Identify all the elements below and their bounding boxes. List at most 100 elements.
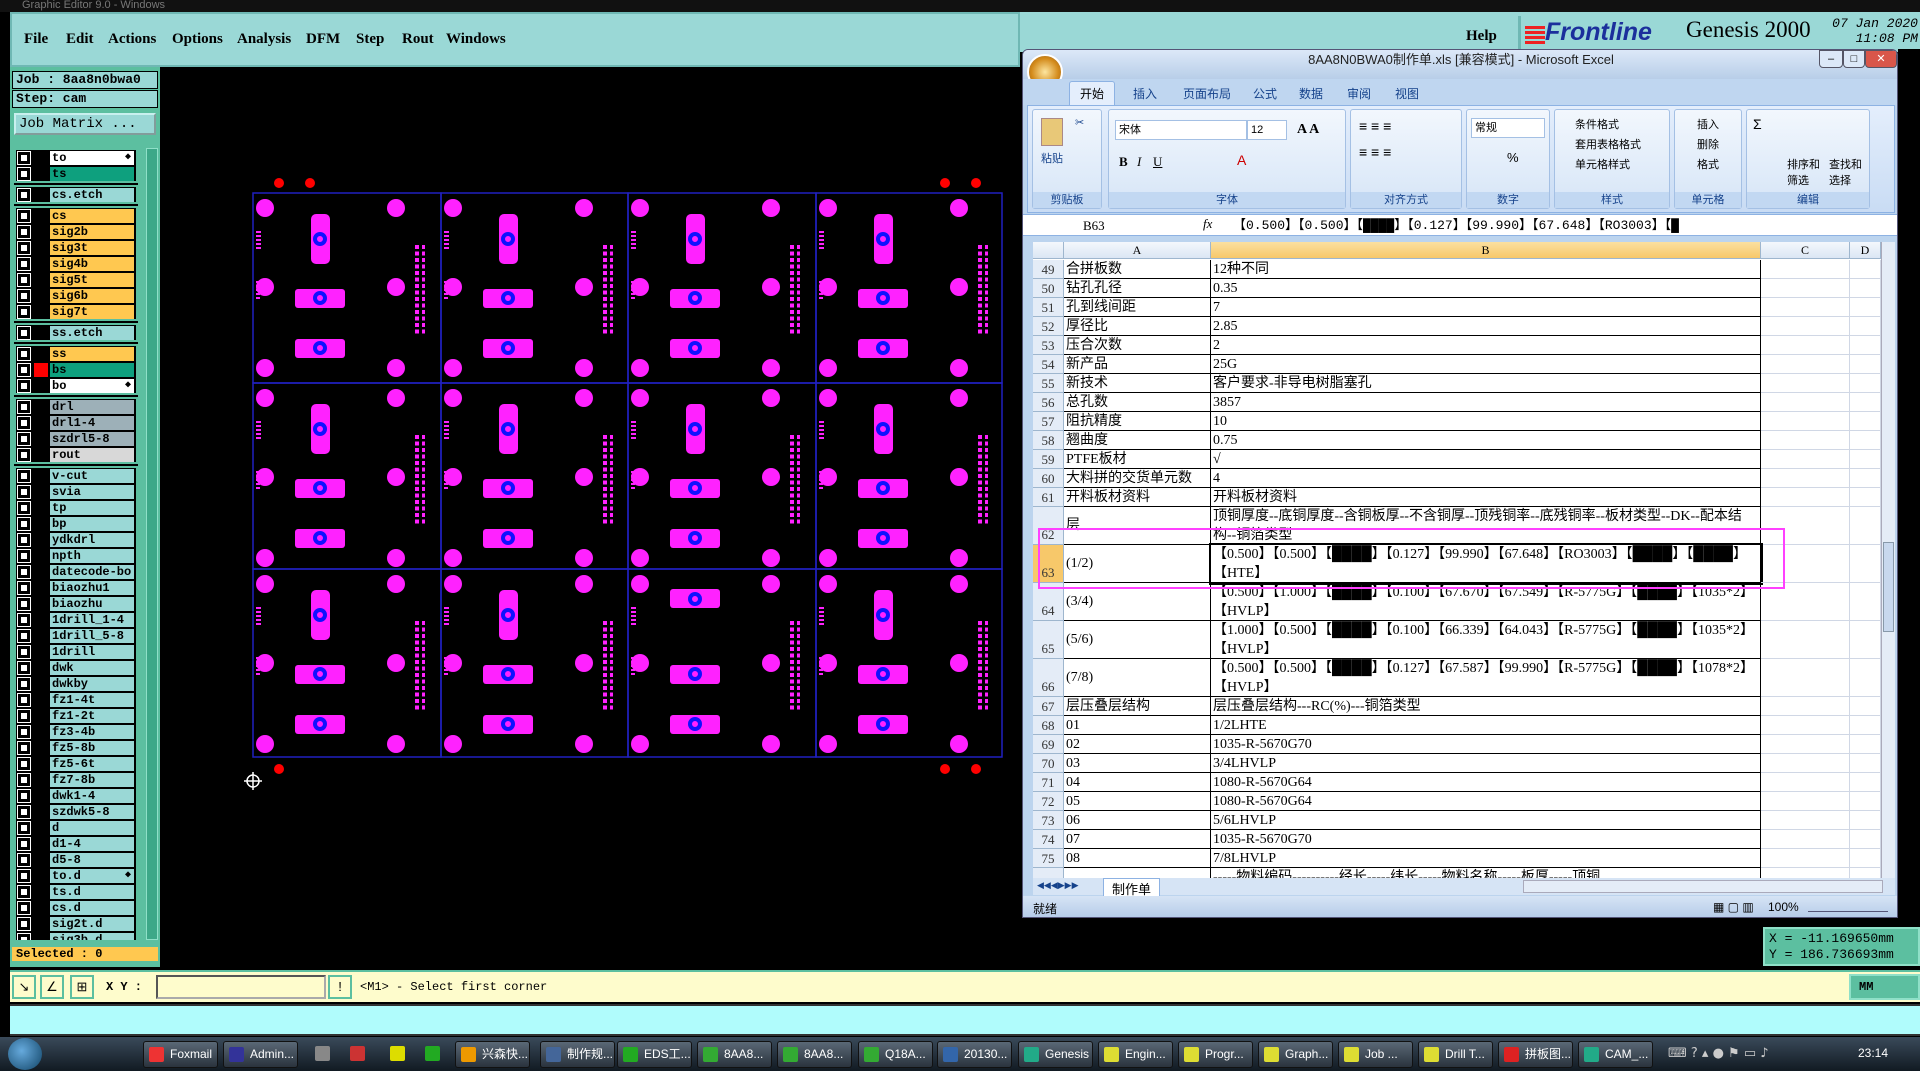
layer-name[interactable]: tp [50,501,134,515]
justify-icons[interactable]: ≡ ≡ ≡ [1359,144,1392,160]
layer-name[interactable]: 1drill_1-4 [50,613,134,627]
cell-empty[interactable] [1850,431,1881,450]
layer-checkbox[interactable] [17,725,31,739]
taskbar-item[interactable]: 兴森快... [455,1041,530,1068]
underline-icon[interactable]: U [1153,154,1163,169]
cell-a[interactable]: 03 [1064,754,1211,773]
layer-checkbox[interactable] [17,629,31,643]
cell-a[interactable]: 08 [1064,849,1211,868]
layer-name[interactable]: ss.etch [50,326,134,340]
cell-styles-button[interactable]: 单元格样式 [1575,159,1630,171]
ribbon-tab[interactable]: 审阅 [1347,87,1372,101]
cell-empty[interactable] [1850,545,1881,583]
cell-empty[interactable] [1850,355,1881,374]
layer-row[interactable]: drl1-4 [16,415,136,431]
row-header[interactable]: 60 [1033,469,1064,488]
layer-name[interactable]: sig3t [50,241,134,255]
cell-empty[interactable] [1850,811,1881,830]
menu-file[interactable]: File [24,31,49,47]
layer-name[interactable]: d5-8 [50,853,134,867]
layer-name[interactable]: sig6b [50,289,134,303]
layer-checkbox[interactable] [17,549,31,563]
layer-checkbox[interactable] [17,533,31,547]
cell-empty[interactable] [1850,374,1881,393]
cell-empty[interactable] [1850,469,1881,488]
layer-row[interactable]: 1drill [16,644,136,660]
cell-empty[interactable] [1761,697,1850,716]
row-header[interactable]: 74 [1033,830,1064,849]
row-header[interactable]: 71 [1033,773,1064,792]
xy-input[interactable] [156,975,326,999]
cell-empty[interactable] [1761,450,1850,469]
layer-row[interactable]: svia [16,484,136,500]
cell-a[interactable]: (7/8) [1064,659,1211,697]
cell-empty[interactable] [1761,488,1850,507]
cell-a[interactable]: 04 [1064,773,1211,792]
layer-row[interactable]: datecode-bo [16,564,136,580]
layer-row[interactable]: rout [16,447,136,463]
layer-row[interactable]: fz7-8b [16,772,136,788]
font-name-select[interactable]: 宋体 [1115,120,1247,140]
layer-row[interactable]: sig7t [16,304,136,320]
layer-checkbox[interactable] [17,151,31,165]
layer-name[interactable]: cs.d [50,901,134,915]
layer-checkbox[interactable] [17,400,31,414]
menu-options[interactable]: Options [172,31,223,47]
layer-row[interactable]: cs.d [16,900,136,916]
cell-empty[interactable] [1850,830,1881,849]
layer-row[interactable]: d1-4 [16,836,136,852]
column-header[interactable]: B [1211,242,1761,259]
layer-row[interactable]: bs [16,362,136,378]
row-header[interactable]: 50 [1033,279,1064,298]
grow-font-icon[interactable]: A A [1297,122,1320,137]
bold-icon[interactable]: B [1119,154,1128,169]
layer-row[interactable]: cs [16,208,136,224]
cell-b[interactable]: 【1.000】【0.500】【████】【0.100】【66.339】【64.0… [1211,621,1761,659]
layer-name[interactable]: svia [50,485,134,499]
row-header[interactable]: 75 [1033,849,1064,868]
row-header[interactable]: 53 [1033,336,1064,355]
row-header[interactable]: 69 [1033,735,1064,754]
minimize-button[interactable]: – [1819,50,1843,68]
layer-row[interactable]: fz3-4b [16,724,136,740]
cell-b[interactable]: 顶铜厚度--底铜厚度--含铜板厚--不含铜厚--顶残铜率--底残铜率--板材类型… [1211,507,1761,545]
layer-checkbox[interactable] [17,693,31,707]
layer-row[interactable]: fz5-6t [16,756,136,772]
row-header[interactable]: 51 [1033,298,1064,317]
cell-a[interactable]: 01 [1064,716,1211,735]
layer-name[interactable]: v-cut [50,469,134,483]
maximize-button[interactable]: □ [1843,50,1865,68]
layer-checkbox[interactable] [17,257,31,271]
layer-row[interactable]: 1drill_1-4 [16,612,136,628]
spreadsheet-grid[interactable]: A B C D 49 合拼板数 12种不同 50 钻孔孔径 0.35 51 孔到线间距 7 52 厚径比 2.… [1033,242,1881,878]
column-header[interactable]: D [1850,242,1881,259]
layer-checkbox[interactable] [17,885,31,899]
measure-icon[interactable]: ∠ [40,975,64,999]
layer-row[interactable]: biaozhu1 [16,580,136,596]
cell-a[interactable]: 钻孔孔径 [1064,279,1211,298]
layer-checkbox[interactable] [17,289,31,303]
layer-row[interactable]: v-cut [16,468,136,484]
layer-name[interactable]: d [50,821,134,835]
row-header[interactable]: 54 [1033,355,1064,374]
layer-checkbox[interactable] [17,821,31,835]
graphic-canvas[interactable] [160,67,1920,967]
layer-checkbox[interactable] [17,485,31,499]
taskbar-item[interactable]: Foxmail [143,1041,218,1068]
cell-b[interactable]: 1/2LHTE [1211,716,1761,735]
cell-empty[interactable] [1850,450,1881,469]
cell-empty[interactable] [1761,830,1850,849]
cell-b[interactable]: 2.85 [1211,317,1761,336]
cell-empty[interactable] [1761,431,1850,450]
cell-empty[interactable] [1850,716,1881,735]
layer-checkbox[interactable] [17,347,31,361]
italic-icon[interactable]: I [1137,154,1142,169]
layer-row[interactable]: sig3t [16,240,136,256]
cell-empty[interactable] [1761,716,1850,735]
layer-row[interactable]: fz1-2t [16,708,136,724]
cell-empty[interactable] [1850,849,1881,868]
cell-empty[interactable] [1761,469,1850,488]
layer-name[interactable]: npth [50,549,134,563]
column-header[interactable]: C [1761,242,1850,259]
cell-b[interactable]: 【0.500】【0.500】【████】【0.127】【67.587】【99.9… [1211,659,1761,697]
